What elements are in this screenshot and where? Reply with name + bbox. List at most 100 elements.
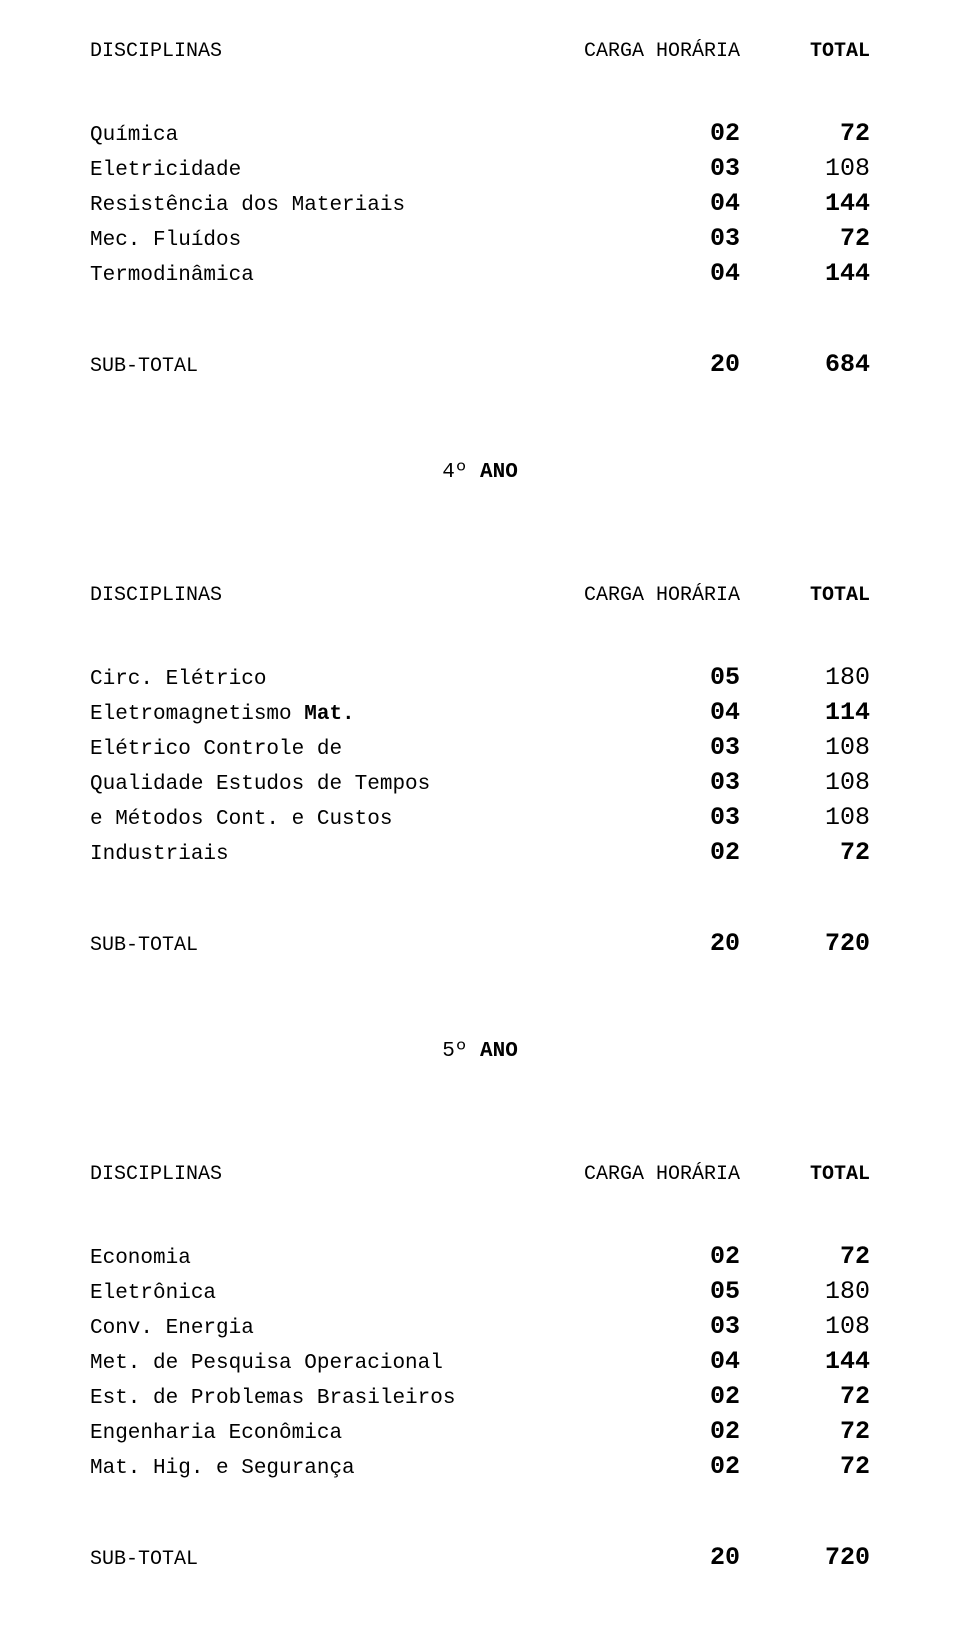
row-carga: 05	[510, 1277, 740, 1306]
subtotal-label-3: SUB-TOTAL	[90, 1548, 510, 1571]
row-label: Industriais	[90, 843, 510, 866]
row-total: 72	[740, 1382, 870, 1411]
row-label: Met. de Pesquisa Operacional	[90, 1352, 510, 1375]
header-carga: CARGA HORÁRIA	[510, 40, 740, 63]
table-row: Conv. Energia03108	[90, 1312, 870, 1341]
row-label: Est. de Problemas Brasileiros	[90, 1387, 510, 1410]
table-row: Met. de Pesquisa Operacional04144	[90, 1347, 870, 1376]
row-carga: 04	[510, 698, 740, 727]
row-label: Conv. Energia	[90, 1317, 510, 1340]
subtotal-row-1: SUB-TOTAL 20 684	[90, 350, 870, 379]
row-total: 108	[740, 154, 870, 183]
row-label: Eletromagnetismo Mat.	[90, 703, 510, 726]
year-5-heading: 5º ANO	[442, 1040, 518, 1063]
row-label: Eletricidade	[90, 159, 510, 182]
row-carga: 03	[510, 733, 740, 762]
table-row: Est. de Problemas Brasileiros0272	[90, 1382, 870, 1411]
row-total: 72	[740, 838, 870, 867]
header-carga-2: CARGA HORÁRIA	[510, 584, 740, 607]
table-row: Circ. Elétrico05180	[90, 663, 870, 692]
row-label: Elétrico Controle de	[90, 738, 510, 761]
row-label: Engenharia Econômica	[90, 1422, 510, 1445]
table-row: Termodinâmica04144	[90, 259, 870, 288]
subtotal-b-3: 720	[740, 1543, 870, 1572]
row-carga: 02	[510, 838, 740, 867]
table-row: Elétrico Controle de03108	[90, 733, 870, 762]
header-row-1: DISCIPLINAS CARGA HORÁRIA TOTAL	[90, 40, 870, 63]
table-row: Química0272	[90, 119, 870, 148]
row-label: Química	[90, 124, 510, 147]
row-label: Termodinâmica	[90, 264, 510, 287]
table-row: Eletrônica05180	[90, 1277, 870, 1306]
row-label: Resistência dos Materiais	[90, 194, 510, 217]
row-total: 114	[740, 698, 870, 727]
header-carga-3: CARGA HORÁRIA	[510, 1163, 740, 1186]
table-row: Mat. Hig. e Segurança0272	[90, 1452, 870, 1481]
table-row: Resistência dos Materiais04144	[90, 189, 870, 218]
subtotal-a: 20	[510, 350, 740, 379]
row-carga: 05	[510, 663, 740, 692]
year-4-heading-row: 4º ANO	[90, 461, 870, 484]
subtotal-label: SUB-TOTAL	[90, 355, 510, 378]
year-5-heading-row: 5º ANO	[90, 1040, 870, 1063]
row-carga: 03	[510, 224, 740, 253]
row-carga: 03	[510, 154, 740, 183]
subtotal-row-3: SUB-TOTAL 20 720	[90, 1543, 870, 1572]
row-total: 72	[740, 1242, 870, 1271]
header-row-3: DISCIPLINAS CARGA HORÁRIA TOTAL	[90, 1145, 870, 1186]
subtotal-a-3: 20	[510, 1543, 740, 1572]
row-total: 180	[740, 663, 870, 692]
row-label: Eletrônica	[90, 1282, 510, 1305]
row-carga: 03	[510, 768, 740, 797]
year-4-heading: 4º ANO	[442, 461, 518, 484]
row-total: 108	[740, 733, 870, 762]
table-row: Industriais0272	[90, 838, 870, 867]
subtotal-a-2: 20	[510, 929, 740, 958]
header-total-3: TOTAL	[740, 1163, 870, 1186]
row-total: 72	[740, 1452, 870, 1481]
row-total: 144	[740, 1347, 870, 1376]
row-carga: 02	[510, 1242, 740, 1271]
row-label: Circ. Elétrico	[90, 668, 510, 691]
table-row: Eletricidade03108	[90, 154, 870, 183]
row-total: 72	[740, 224, 870, 253]
row-total: 144	[740, 189, 870, 218]
row-label: e Métodos Cont. e Custos	[90, 808, 510, 831]
row-carga: 02	[510, 1452, 740, 1481]
row-total: 108	[740, 768, 870, 797]
row-label: Qualidade Estudos de Tempos	[90, 773, 510, 796]
row-total: 144	[740, 259, 870, 288]
subtotal-b: 684	[740, 350, 870, 379]
table-row: Mec. Fluídos0372	[90, 224, 870, 253]
table-row: Qualidade Estudos de Tempos03108	[90, 768, 870, 797]
header-total-2: TOTAL	[740, 584, 870, 607]
row-carga: 03	[510, 1312, 740, 1341]
row-total: 108	[740, 803, 870, 832]
header-disciplinas-2: DISCIPLINAS	[90, 566, 510, 607]
table-row: Engenharia Econômica0272	[90, 1417, 870, 1446]
row-label: Economia	[90, 1247, 510, 1270]
header-row-2: DISCIPLINAS CARGA HORÁRIA TOTAL	[90, 566, 870, 607]
row-total: 72	[740, 119, 870, 148]
header-total: TOTAL	[740, 40, 870, 63]
table-row: Economia0272	[90, 1242, 870, 1271]
subtotal-label-2: SUB-TOTAL	[90, 934, 510, 957]
row-carga: 02	[510, 1382, 740, 1411]
table-row: Eletromagnetismo Mat.04114	[90, 698, 870, 727]
row-carga: 04	[510, 1347, 740, 1376]
subtotal-row-2: SUB-TOTAL 20 720	[90, 929, 870, 958]
header-disciplinas-3: DISCIPLINAS	[90, 1145, 510, 1186]
row-carga: 04	[510, 259, 740, 288]
row-label: Mat. Hig. e Segurança	[90, 1457, 510, 1480]
header-disciplinas: DISCIPLINAS	[90, 40, 510, 63]
row-carga: 03	[510, 803, 740, 832]
subtotal-b-2: 720	[740, 929, 870, 958]
row-carga: 04	[510, 189, 740, 218]
row-total: 180	[740, 1277, 870, 1306]
row-total: 108	[740, 1312, 870, 1341]
row-total: 72	[740, 1417, 870, 1446]
row-label: Mec. Fluídos	[90, 229, 510, 252]
table-row: e Métodos Cont. e Custos03108	[90, 803, 870, 832]
row-carga: 02	[510, 119, 740, 148]
row-carga: 02	[510, 1417, 740, 1446]
